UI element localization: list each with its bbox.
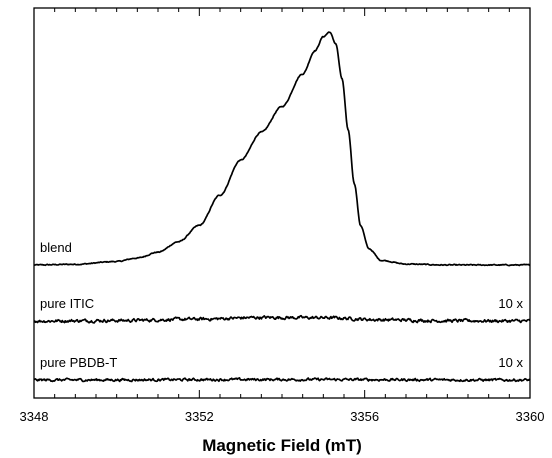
x-tick-label: 3352 [185,409,214,424]
x-tick-label: 3348 [20,409,49,424]
series-label: pure ITIC [40,296,94,311]
x-tick-label: 3360 [516,409,545,424]
series-line [33,377,531,383]
scale-factor-label: 10 x [498,355,523,370]
labels-group: blend pure ITIC 10 x pure PBDB-T 10 x [40,240,523,370]
plot-frame [33,7,531,399]
x-tick-label: 3356 [350,409,379,424]
scale-factor-label: 10 x [498,296,523,311]
x-axis-title: Magnetic Field (mT) [202,436,362,455]
ticks-group: 3348 3352 3356 3360 [20,8,545,424]
series-line [33,31,531,267]
series-label: pure PBDB-T [40,355,117,370]
series-group [33,31,531,383]
series-label: blend [40,240,72,255]
series-line [33,314,531,324]
